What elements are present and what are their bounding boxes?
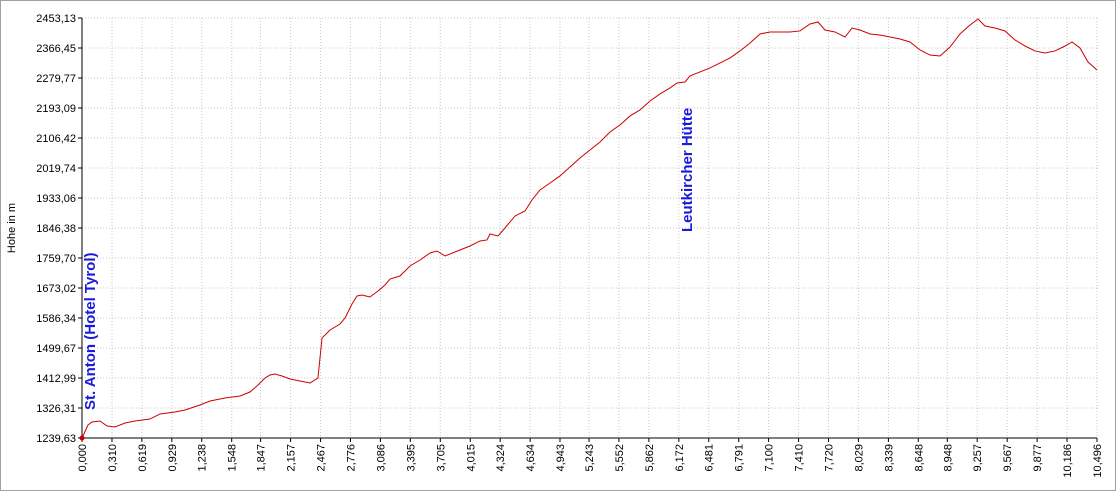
annotation: Leutkircher Hütte: [679, 108, 696, 232]
y-tick-label: 1673,02: [36, 283, 76, 295]
x-tick-label: 0,310: [107, 444, 119, 472]
y-tick-label: 2279,77: [36, 73, 76, 85]
x-tick-label: 6,172: [674, 444, 686, 472]
x-tick-label: 5,243: [584, 444, 596, 472]
x-tick-label: 6,481: [704, 444, 716, 472]
x-tick-label: 3,705: [435, 444, 447, 472]
x-tick-label: 1,548: [227, 444, 239, 472]
annotation: St. Anton (Hotel Tyrol): [82, 253, 99, 410]
x-tick-label: 7,100: [764, 444, 776, 472]
x-tick-label: 3,395: [405, 444, 417, 472]
x-tick-label: 1,238: [197, 444, 209, 472]
y-tick-label: 1846,38: [36, 223, 76, 235]
x-tick-label: 4,015: [465, 444, 477, 472]
x-tick-label: 8,648: [913, 444, 925, 472]
x-tick-label: 5,552: [614, 444, 626, 472]
y-tick-label: 2106,42: [36, 133, 76, 145]
elevation-line: [81, 18, 1098, 439]
y-tick-label: 1499,67: [36, 343, 76, 355]
x-tick-label: 8,029: [853, 444, 865, 472]
x-tick-label: 4,943: [555, 444, 567, 472]
x-tick-label: 7,720: [824, 444, 836, 472]
y-tick-label: 2366,45: [36, 43, 76, 55]
y-tick-label: 1759,70: [36, 253, 76, 265]
start-point: [79, 435, 85, 441]
y-tick-label: 1933,06: [36, 193, 76, 205]
x-tick-label: 5,862: [644, 444, 656, 472]
y-tick-label: 1239,63: [36, 433, 76, 445]
x-tick-label: 1,847: [256, 444, 268, 472]
y-tick-label: 1326,31: [36, 403, 76, 415]
x-tick-label: 4,634: [525, 444, 537, 472]
y-tick-label: 1586,34: [36, 313, 76, 325]
x-tick-label: 10,496: [1092, 444, 1104, 478]
x-tick-label: 6,791: [734, 444, 746, 472]
x-tick-label: 9,257: [972, 444, 984, 472]
y-tick-label: 2193,09: [36, 103, 76, 115]
x-tick-label: 0,000: [77, 444, 89, 472]
x-tick-label: 2,776: [345, 444, 357, 472]
x-tick-label: 8,339: [883, 444, 895, 472]
x-tick-label: 0,929: [167, 444, 179, 472]
y-axis-label: Hohe in m: [6, 203, 18, 253]
x-tick-label: 9,877: [1032, 444, 1044, 472]
x-tick-label: 4,324: [495, 444, 507, 472]
x-tick-label: 10,186: [1062, 444, 1074, 478]
x-tick-label: 8,948: [942, 444, 954, 472]
x-tick-label: 2,467: [316, 444, 328, 472]
y-tick-label: 2019,74: [36, 163, 76, 175]
x-tick-label: 9,567: [1002, 444, 1014, 472]
x-tick-label: 7,410: [794, 444, 806, 472]
y-tick-label: 2453,13: [36, 13, 76, 25]
x-tick-label: 0,619: [137, 444, 149, 472]
x-tick-label: 2,157: [286, 444, 298, 472]
y-tick-label: 1412,99: [36, 373, 76, 385]
x-tick-label: 3,086: [375, 444, 387, 472]
